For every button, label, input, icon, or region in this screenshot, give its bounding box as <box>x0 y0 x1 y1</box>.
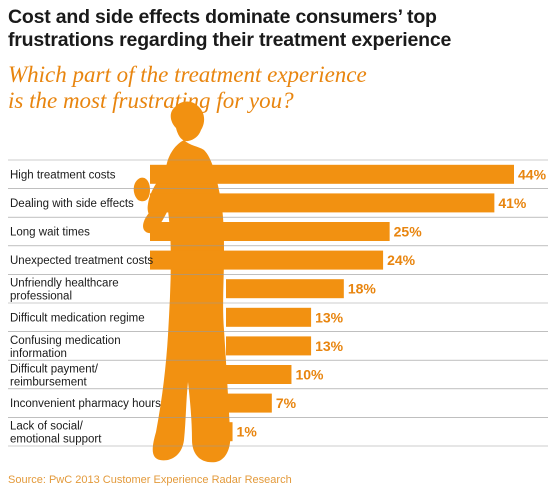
bar <box>150 250 384 270</box>
category-label: Confusing medication information <box>10 335 121 360</box>
category-label: Long wait times <box>10 227 90 239</box>
value-label: 24% <box>387 252 416 268</box>
category-label: Inconvenient pharmacy hours <box>10 398 161 410</box>
silhouette-part-0 <box>170 101 205 142</box>
category-label: High treatment costs <box>10 169 116 181</box>
value-label: 44% <box>518 166 547 182</box>
category-label: Unexpected treatment costs <box>10 255 153 267</box>
bar <box>226 393 272 413</box>
value-label: 1% <box>237 424 258 440</box>
category-label: Difficult payment/reimbursement <box>10 364 99 389</box>
category-label: Dealing with side effects <box>10 198 134 210</box>
bar <box>150 193 495 213</box>
category-label: Lack of social/emotional support <box>10 421 102 446</box>
silhouette-part-1 <box>152 140 231 463</box>
bar <box>150 222 390 241</box>
value-label: 41% <box>498 195 527 211</box>
bar <box>150 164 514 184</box>
bar <box>226 307 312 327</box>
category-label: Difficult medication regime <box>10 312 145 324</box>
bar <box>226 336 312 356</box>
chart-title: Cost and side effects dominate consumers… <box>8 6 452 51</box>
source-note: Source: PwC 2013 Customer Experience Rad… <box>8 474 292 486</box>
silhouette-part-3 <box>133 177 150 202</box>
value-label: 25% <box>394 224 423 240</box>
bar <box>226 279 344 299</box>
value-label: 7% <box>276 395 297 411</box>
value-label: 13% <box>315 338 344 354</box>
category-label: Unfriendly healthcare professional <box>10 278 119 303</box>
bar <box>226 365 292 384</box>
chart-subtitle: Which part of the treatment experience i… <box>8 62 367 113</box>
value-label: 18% <box>348 281 377 297</box>
value-label: 13% <box>315 309 344 325</box>
value-label: 10% <box>295 367 324 383</box>
bar <box>226 422 233 442</box>
